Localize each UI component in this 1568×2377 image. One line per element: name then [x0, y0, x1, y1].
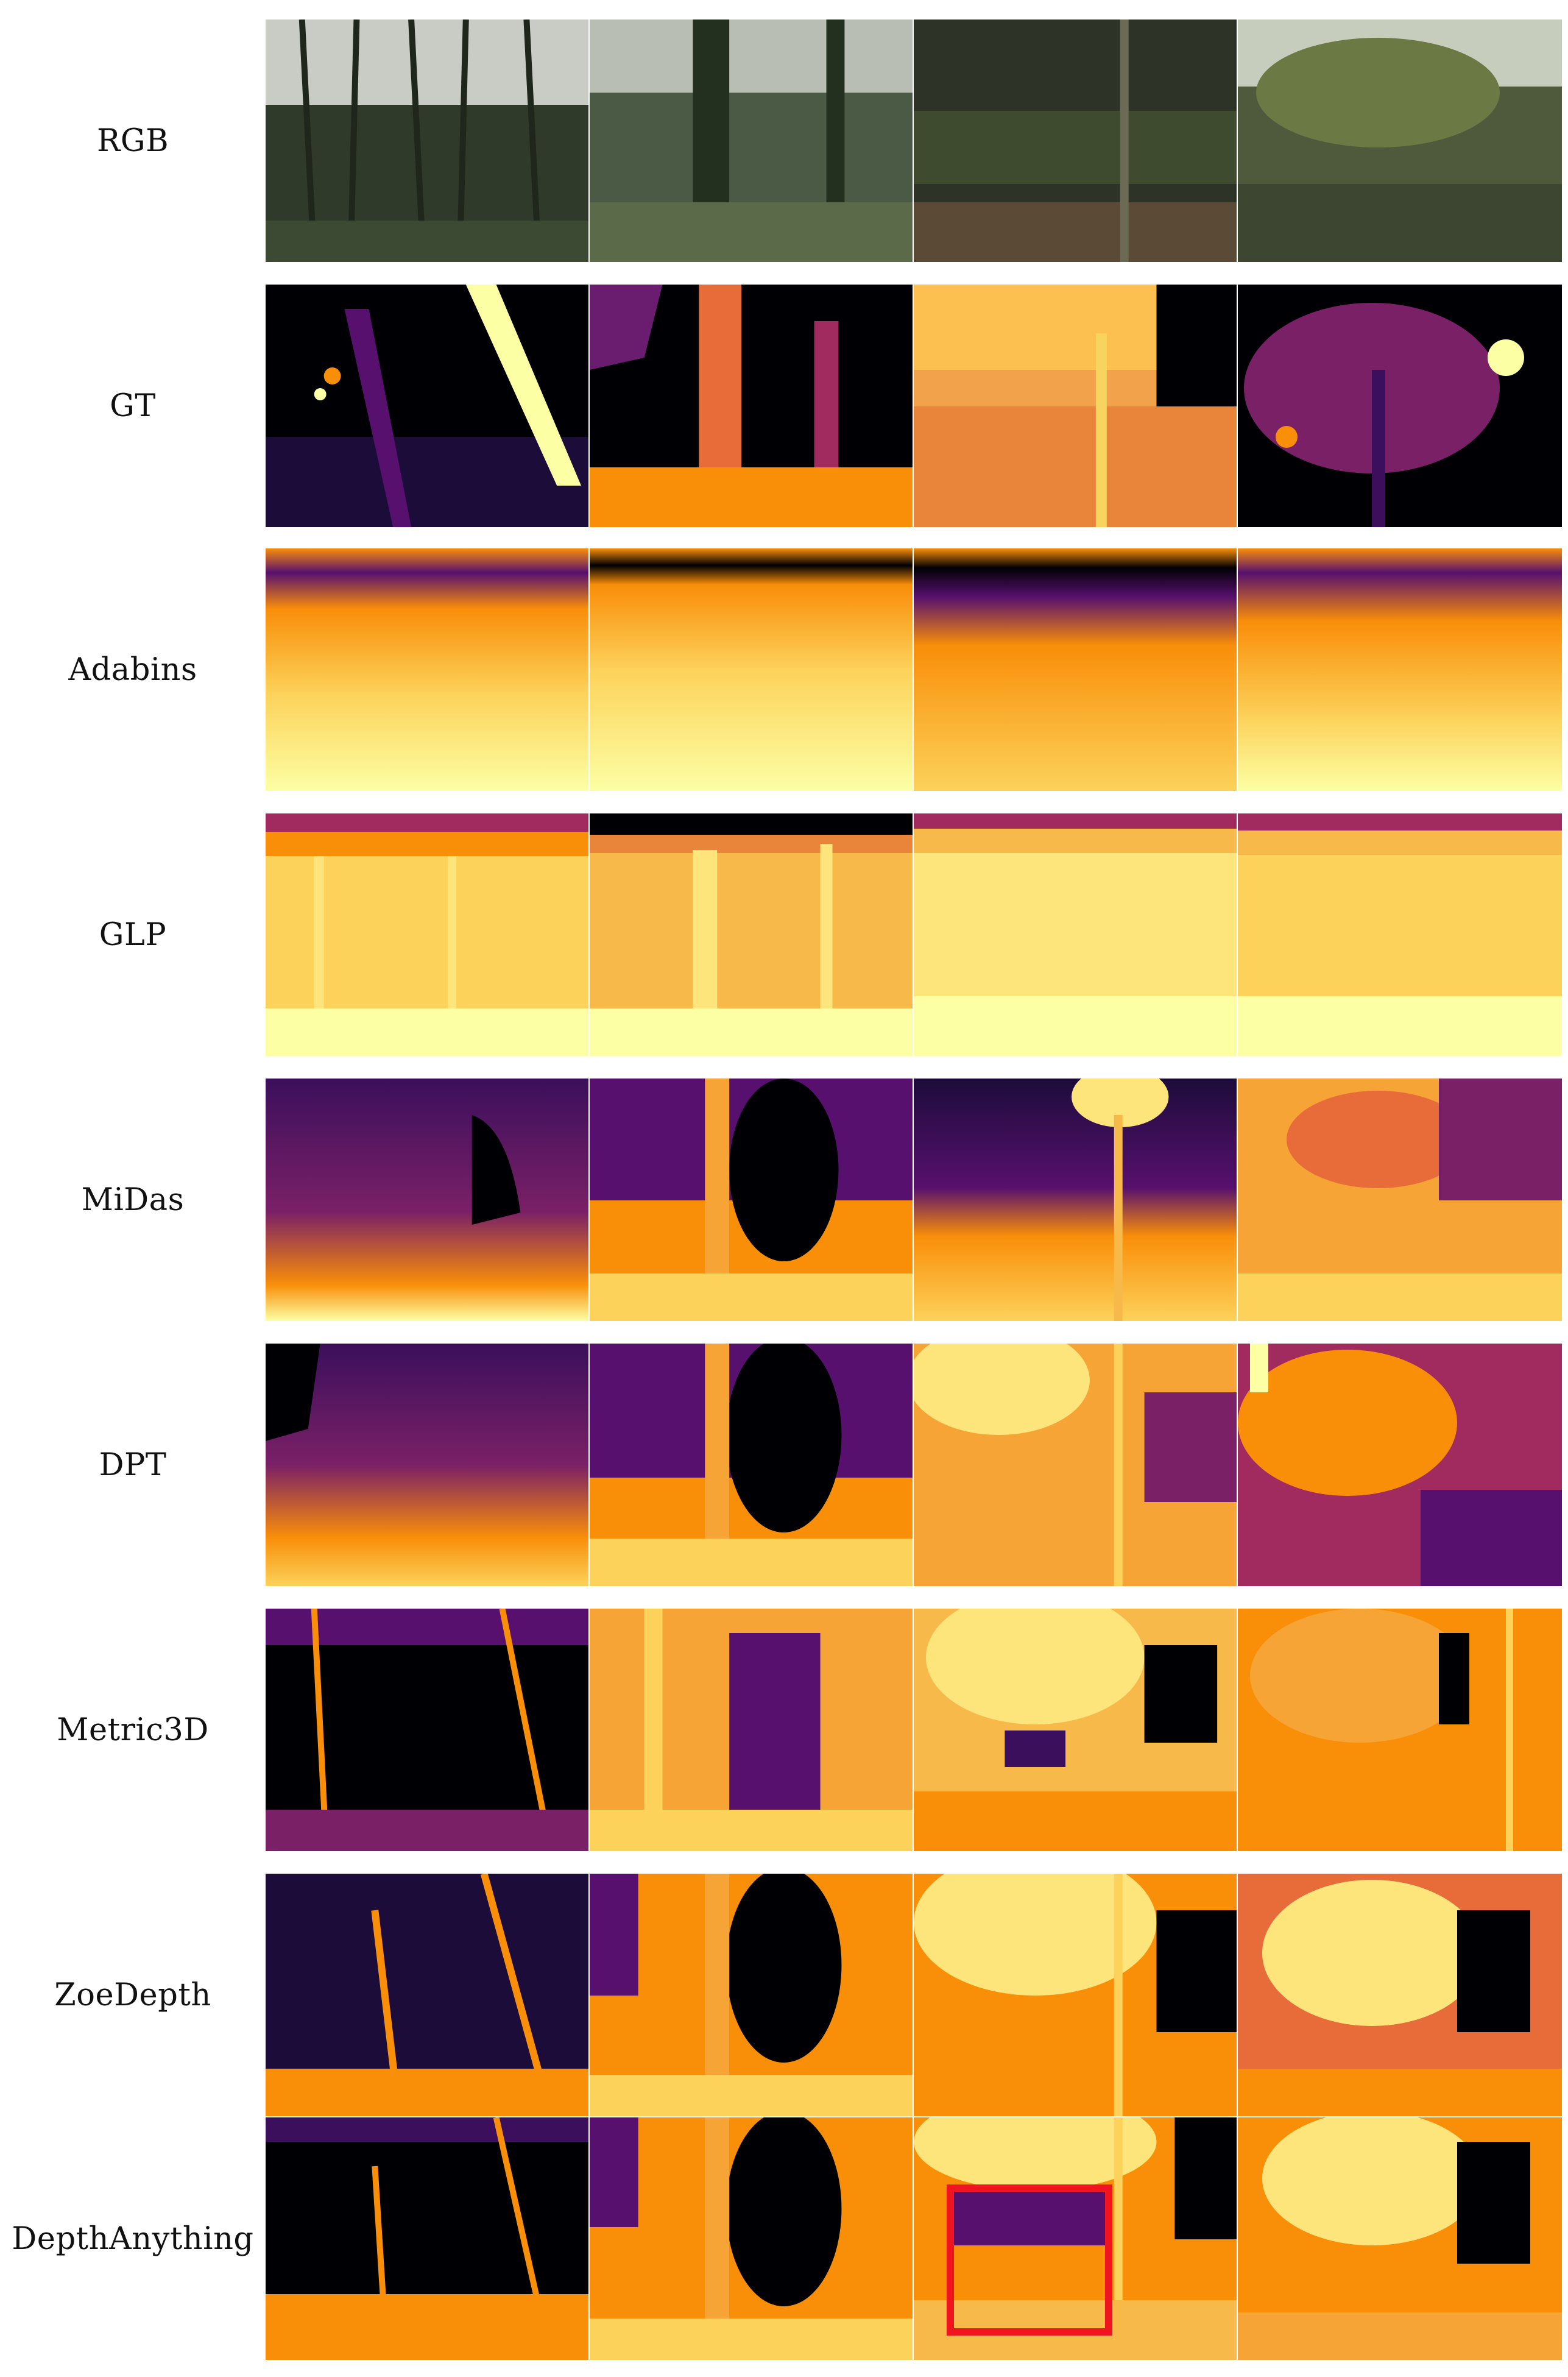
depthanything-scene-3: [914, 2117, 1238, 2360]
row-label: GLP: [99, 916, 167, 953]
glp-scene-2: [590, 813, 914, 1056]
row-panels: [266, 813, 1563, 1056]
row-adabins: Adabins: [0, 548, 1568, 791]
row-label: MiDas: [81, 1181, 185, 1218]
row-panels: [266, 2117, 1563, 2360]
row-metric3d: Metric3D: [0, 1609, 1568, 1851]
midas-scene-3: [914, 1079, 1238, 1321]
row-panels: [266, 548, 1563, 791]
row-label: ZoeDepth: [54, 1977, 211, 2013]
row-label: RGB: [96, 122, 169, 159]
row-panels: [266, 19, 1563, 262]
zoedepth-scene-3: [914, 1874, 1238, 2116]
gt-scene-1: [266, 285, 590, 527]
midas-scene-1: [266, 1079, 590, 1321]
depthanything-scene-4: [1238, 2117, 1562, 2360]
zoedepth-scene-2: [590, 1874, 914, 2116]
dpt-scene-2: [590, 1344, 914, 1586]
metric3d-scene-1: [266, 1609, 590, 1851]
metric3d-scene-3: [914, 1609, 1238, 1851]
row-label: DepthAnything: [12, 2220, 254, 2257]
row-label: Adabins: [68, 651, 197, 688]
row-label: GT: [110, 388, 156, 424]
glp-scene-3: [914, 813, 1238, 1056]
highlight-box: [947, 2184, 1112, 2336]
row-label: DPT: [99, 1447, 167, 1483]
depthanything-scene-2: [590, 2117, 914, 2360]
row-panels: [266, 1344, 1563, 1586]
adabins-scene-4: [1238, 548, 1562, 791]
zoedepth-scene-1: [266, 1874, 590, 2116]
rgb-scene-1: [266, 19, 590, 262]
adabins-scene-3: [914, 548, 1238, 791]
row-glp: GLP: [0, 813, 1568, 1056]
row-gt: GT: [0, 285, 1568, 527]
adabins-scene-1: [266, 548, 590, 791]
gt-scene-4: [1238, 285, 1562, 527]
row-label: Metric3D: [57, 1712, 209, 1748]
row-panels: [266, 1609, 1563, 1851]
row-panels: [266, 1079, 1563, 1321]
midas-scene-4: [1238, 1079, 1562, 1321]
gt-scene-3: [914, 285, 1238, 527]
glp-scene-4: [1238, 813, 1562, 1056]
midas-scene-2: [590, 1079, 914, 1321]
gt-scene-2: [590, 285, 914, 527]
dpt-scene-3: [914, 1344, 1238, 1586]
row-panels: [266, 1874, 1563, 2116]
rgb-scene-4: [1238, 19, 1562, 262]
row-depthanything: DepthAnything: [0, 2117, 1568, 2360]
dpt-scene-4: [1238, 1344, 1562, 1586]
metric3d-scene-4: [1238, 1609, 1562, 1851]
adabins-scene-2: [590, 548, 914, 791]
rgb-scene-3: [914, 19, 1238, 262]
row-midas: MiDas: [0, 1079, 1568, 1321]
row-rgb: RGB: [0, 19, 1568, 262]
row-zoedepth: ZoeDepth: [0, 1874, 1568, 2116]
rgb-scene-2: [590, 19, 914, 262]
row-dpt: DPT: [0, 1344, 1568, 1586]
depthanything-scene-1: [266, 2117, 590, 2360]
metric3d-scene-2: [590, 1609, 914, 1851]
row-panels: [266, 285, 1563, 527]
dpt-scene-1: [266, 1344, 590, 1586]
glp-scene-1: [266, 813, 590, 1056]
zoedepth-scene-4: [1238, 1874, 1562, 2116]
